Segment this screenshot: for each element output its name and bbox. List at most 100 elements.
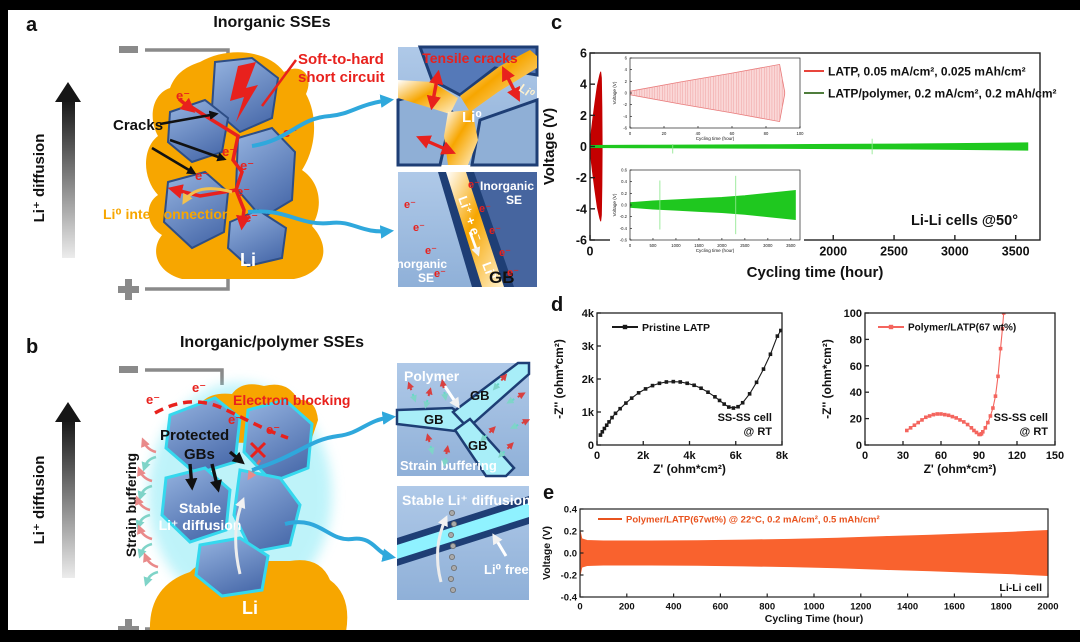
svg-text:0: 0 <box>625 91 628 96</box>
svg-text:e⁻: e⁻ <box>222 144 236 159</box>
svg-text:e⁻: e⁻ <box>236 184 250 199</box>
svg-text:0: 0 <box>587 245 594 259</box>
inset-tensile-cracks: Tensile cracks Li⁰ Li⁰ <box>396 45 539 167</box>
svg-text:LATP/polymer, 0.2 mA/cm², 0.2: LATP/polymer, 0.2 mA/cm², 0.2 mAh/cm² <box>828 86 1057 100</box>
minus-terminal-icon <box>119 46 138 53</box>
chart-d2-annotation: @ RT <box>1020 426 1049 438</box>
protected-gbs-label-1: Protected <box>160 427 229 444</box>
panel-label-e: e <box>543 482 555 504</box>
svg-text:0.2: 0.2 <box>564 526 577 537</box>
svg-text:2000: 2000 <box>1037 602 1058 613</box>
inset-stable-diffusion: Stable Li⁺ diffusion Li⁰ free <box>397 486 531 600</box>
svg-text:2k: 2k <box>637 450 650 462</box>
inset-pointer-arrows <box>247 94 395 239</box>
svg-text:Voltage (V): Voltage (V) <box>541 108 558 185</box>
svg-text:20: 20 <box>662 131 667 136</box>
letterbox-top <box>0 0 1080 10</box>
gb-label: GB <box>468 438 488 453</box>
svg-text:0.2: 0.2 <box>621 191 627 196</box>
svg-text:600: 600 <box>712 602 728 613</box>
electron-labels: e⁻ e⁻ e⁻ e⁻ <box>146 380 280 437</box>
svg-text:e⁻: e⁻ <box>425 245 437 257</box>
svg-text:Inorganic: Inorganic <box>480 179 534 193</box>
svg-text:-0.4: -0.4 <box>561 592 578 603</box>
svg-text:e⁻: e⁻ <box>244 210 258 225</box>
svg-text:Polymer/LATP(67 wt%): Polymer/LATP(67 wt%) <box>908 323 1016 334</box>
svg-text:2: 2 <box>625 79 628 84</box>
chart-e-voltage-cycling: 0 200 400 600 800 1000 1200 1400 1600 1800 2000 -0.… <box>541 504 1059 625</box>
svg-text:Voltage (V): Voltage (V) <box>612 81 617 104</box>
svg-text:-4: -4 <box>623 114 627 119</box>
svg-text:1800: 1800 <box>991 602 1012 613</box>
svg-text:2500: 2500 <box>880 245 908 259</box>
svg-text:1000: 1000 <box>803 602 824 613</box>
svg-text:Cycling time (hour): Cycling time (hour) <box>696 136 735 141</box>
plus-terminal-icon <box>118 279 139 300</box>
li-label: Li <box>242 598 258 618</box>
svg-text:2000: 2000 <box>717 243 727 248</box>
svg-text:40: 40 <box>850 387 862 399</box>
short-circuit-pointer <box>260 59 298 107</box>
protected-gbs-label-2: GBs <box>184 446 215 463</box>
svg-text:150: 150 <box>1046 450 1064 462</box>
chart-c-series <box>590 71 1029 222</box>
stable-diffusion-arrow <box>234 496 246 575</box>
svg-text:3000: 3000 <box>941 245 969 259</box>
minus-terminal-icon <box>119 366 138 373</box>
svg-text:e⁻: e⁻ <box>266 422 280 437</box>
svg-text:0: 0 <box>580 140 587 154</box>
svg-text:Voltage (V): Voltage (V) <box>612 193 617 216</box>
svg-text:0: 0 <box>862 450 868 462</box>
svg-text:-Z'' (ohm*cm²): -Z'' (ohm*cm²) <box>820 339 834 419</box>
svg-text:e⁻: e⁻ <box>228 412 242 427</box>
svg-text:2k: 2k <box>582 374 595 386</box>
svg-text:e⁻: e⁻ <box>240 158 254 173</box>
svg-text:3500: 3500 <box>786 243 796 248</box>
svg-text:0.0: 0.0 <box>621 203 627 208</box>
svg-text:0.0: 0.0 <box>564 548 577 559</box>
panel-a-diagram: Inorganic SSEs Li⁺ diffusion Sof <box>31 14 539 300</box>
chart-d1-annotation: @ RT <box>744 426 773 438</box>
svg-text:e⁻: e⁻ <box>434 268 446 280</box>
stable-diffusion-label-1: Stable <box>179 500 221 516</box>
svg-text:Inorganic: Inorganic <box>393 257 447 271</box>
panel-label-a: a <box>26 14 38 36</box>
svg-text:30: 30 <box>897 450 909 462</box>
svg-text:60: 60 <box>935 450 947 462</box>
svg-text:LATP, 0.05 mA/cm², 0.025 mAh/c: LATP, 0.05 mA/cm², 0.025 mAh/cm² <box>828 64 1026 78</box>
svg-text:90: 90 <box>973 450 985 462</box>
li-atoms <box>447 509 457 594</box>
svg-text:e⁻: e⁻ <box>489 225 501 237</box>
svg-text:4k: 4k <box>683 450 696 462</box>
svg-text:0: 0 <box>629 243 632 248</box>
short-circuit-label-1: Soft-to-hard <box>298 51 384 68</box>
svg-text:80: 80 <box>850 334 862 346</box>
svg-text:0: 0 <box>588 440 594 452</box>
svg-text:20: 20 <box>850 414 862 426</box>
chart-c-annotation: Li-Li cells @50° <box>911 213 1018 229</box>
svg-text:3500: 3500 <box>1002 245 1030 259</box>
svg-text:2500: 2500 <box>740 243 750 248</box>
svg-text:Cycling time (hour): Cycling time (hour) <box>696 248 735 253</box>
svg-text:1000: 1000 <box>671 243 681 248</box>
li-diffusion-label: Li⁺ diffusion <box>31 456 48 545</box>
tensile-cracks-label: Tensile cracks <box>422 50 518 66</box>
svg-text:0: 0 <box>594 450 600 462</box>
svg-text:e⁻: e⁻ <box>404 199 416 211</box>
crack-paths <box>167 97 251 231</box>
lightning-icon <box>230 62 258 122</box>
svg-text:3k: 3k <box>582 341 595 353</box>
li0-free-label: Li⁰ free <box>484 562 529 577</box>
svg-text:2: 2 <box>580 109 587 123</box>
svg-text:0.4: 0.4 <box>621 179 627 184</box>
gb-label: GB <box>489 268 515 287</box>
svg-text:Z' (ohm*cm²): Z' (ohm*cm²) <box>653 462 726 476</box>
svg-text:6k: 6k <box>730 450 743 462</box>
inset-polymer-gb: Polymer GB GB GB Strain buffering <box>395 361 531 478</box>
svg-text:0.6: 0.6 <box>621 168 627 173</box>
svg-text:0.4: 0.4 <box>564 504 578 515</box>
svg-text:6: 6 <box>580 47 587 61</box>
svg-text:3000: 3000 <box>763 243 773 248</box>
polymer-label: Polymer <box>404 368 460 384</box>
svg-text:-2: -2 <box>576 171 587 185</box>
